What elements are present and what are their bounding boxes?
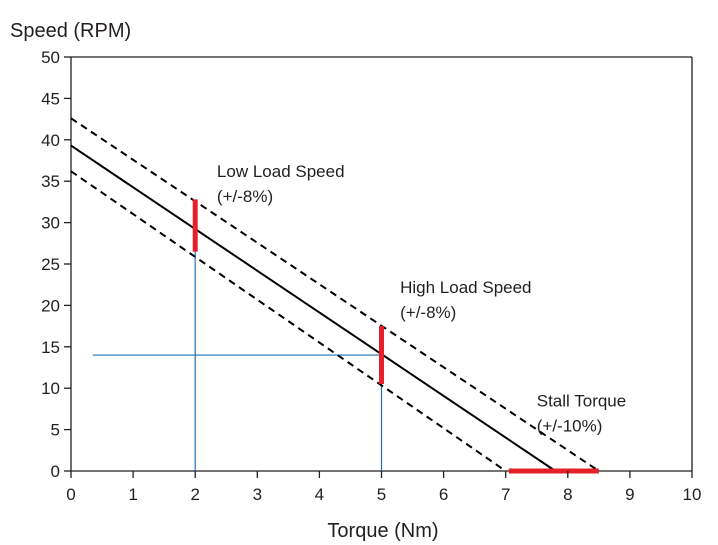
x-tick-label: 4 [315,485,324,504]
y-tick-label: 40 [41,131,60,150]
y-tick-label: 0 [51,462,60,481]
x-tick-label: 5 [377,485,386,504]
x-axis-title: Torque (Nm) [327,520,438,542]
annotation-label: High Load Speed (+/-8%) [400,278,531,322]
tolerance-band-line [70,170,507,472]
x-tick-label: 2 [190,485,199,504]
x-tick-label: 0 [66,485,75,504]
y-tick-label: 15 [41,338,60,357]
y-tick-label: 35 [41,172,60,191]
annotation-label: Stall Torque (+/-10%) [537,391,626,435]
annotation-line: Low Load Speed [217,162,345,181]
tolerance-bars [192,199,599,474]
y-tick-label: 5 [51,421,60,440]
annotation-line: High Load Speed [400,278,531,297]
y-tick-label: 50 [41,48,60,67]
x-tick-label: 1 [128,485,137,504]
y-tick-label: 20 [41,296,60,315]
x-tick-label: 8 [563,485,572,504]
y-tick-label: 30 [41,214,60,233]
annotation-label: Low Load Speed (+/-8%) [217,162,345,206]
annotation-line: (+/-10%) [537,416,603,435]
tolerance-band-line [70,117,600,472]
annotation-line: (+/-8%) [400,303,456,322]
y-tick-label: 10 [41,379,60,398]
y-tick-label: 45 [41,89,60,108]
x-tick-label: 10 [683,485,702,504]
y-axis-title: Speed (RPM) [10,20,131,42]
annotation-line: Stall Torque [537,391,626,410]
y-tick-label: 25 [41,255,60,274]
nominal-speed-torque-line [70,144,556,472]
reference-lines [92,228,383,471]
x-tick-label: 3 [253,485,262,504]
annotations: Low Load Speed (+/-8%) High Load Speed (+/-… [217,162,626,435]
x-tick-label: 6 [439,485,448,504]
series-lines [70,117,600,472]
annotation-line: (+/-8%) [217,187,273,206]
x-tick-label: 9 [625,485,634,504]
x-tick-label: 7 [501,485,510,504]
